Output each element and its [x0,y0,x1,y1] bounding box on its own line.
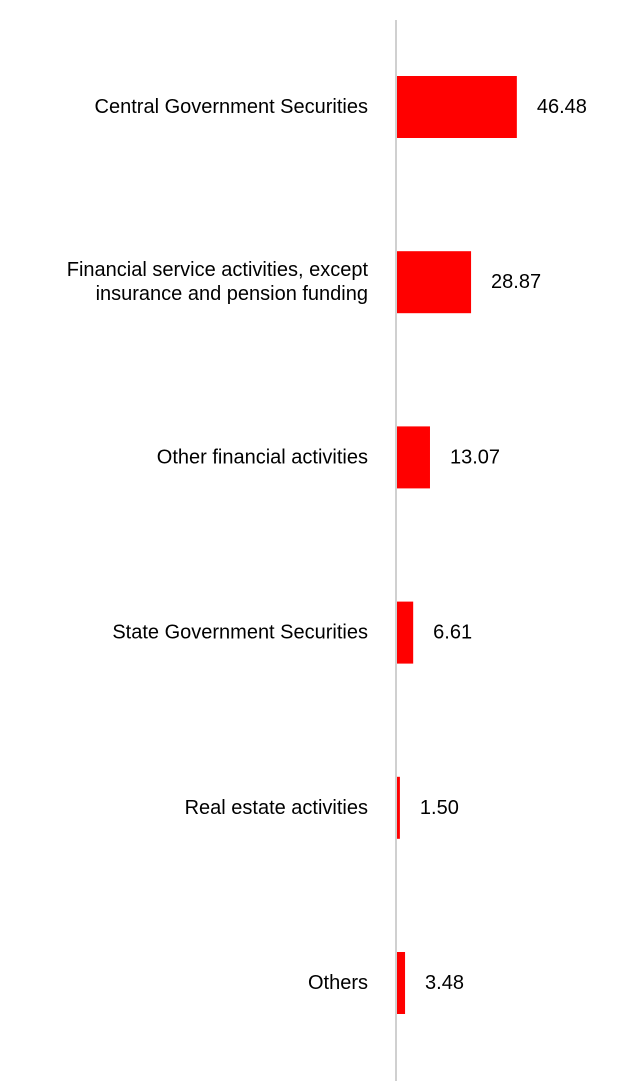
category-label: insurance and pension funding [96,283,368,305]
value-label: 46.48 [537,96,587,118]
value-label: 13.07 [450,446,500,468]
category-label: Central Government Securities [95,96,368,118]
bars-layer [396,76,517,1014]
value-label: 6.61 [433,622,472,644]
category-label: State Government Securities [112,622,368,644]
category-label: Financial service activities, except [67,259,369,281]
bar [396,601,414,664]
bar [396,952,406,1014]
value-label: 1.50 [420,797,459,819]
bar [396,251,472,314]
category-label: Other financial activities [157,446,368,468]
value-label: 3.48 [425,972,464,994]
category-labels-layer: Central Government Securities Financial s… [67,96,369,994]
bar [396,776,400,839]
value-label: 28.87 [491,271,541,293]
bar [396,426,430,489]
value-labels-layer: 46.48 28.87 13.07 6.61 1.50 3.48 [420,96,587,994]
bar [396,76,517,138]
category-label: Real estate activities [185,797,368,819]
category-label: Others [308,972,368,994]
